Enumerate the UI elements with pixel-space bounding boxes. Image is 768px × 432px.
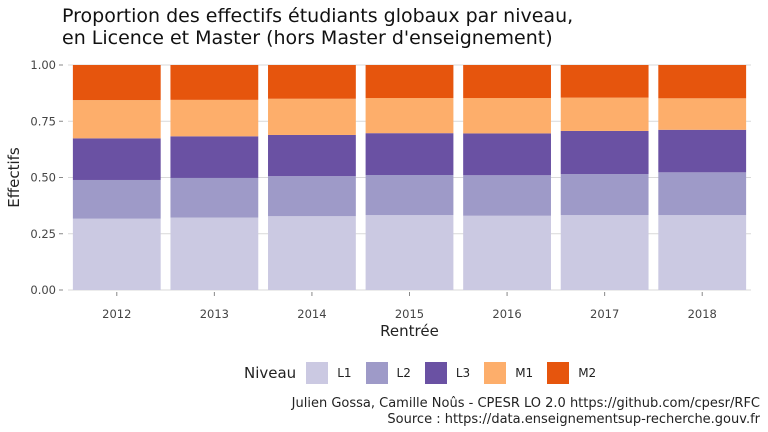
bar-l1-2013 xyxy=(170,217,259,290)
legend-item-l3: L3 xyxy=(424,362,471,384)
bar-l1-2018 xyxy=(658,215,747,290)
legend-label-l2: L2 xyxy=(396,366,411,380)
bar-m2-2017 xyxy=(560,65,649,98)
y-tick-label: 1.00 xyxy=(30,58,56,72)
bar-m1-2015 xyxy=(365,98,454,134)
bar-l2-2018 xyxy=(658,172,747,216)
bar-m1-2016 xyxy=(463,98,551,134)
x-tick-label: 2014 xyxy=(297,307,326,321)
bar-l2-2017 xyxy=(560,174,649,216)
bar-l3-2017 xyxy=(560,130,649,175)
bar-m1-2018 xyxy=(658,98,747,130)
x-tick-label: 2017 xyxy=(590,307,619,321)
bar-m1-2014 xyxy=(268,98,356,135)
legend-label-l1: L1 xyxy=(337,366,352,380)
x-axis-title: Rentrée xyxy=(380,322,439,340)
bar-l3-2015 xyxy=(365,133,454,176)
legend-key-m2 xyxy=(547,362,570,384)
legend-key-m1 xyxy=(484,362,507,384)
legend-key-l2 xyxy=(365,362,388,384)
legend-label-l3: L3 xyxy=(455,366,471,380)
bar-m2-2014 xyxy=(268,65,356,99)
chart-title: Proportion des effectifs étudiants globa… xyxy=(62,5,573,49)
legend-label-m1: M1 xyxy=(515,366,534,380)
x-tick-label: 2012 xyxy=(102,307,131,321)
caption-authors: Julien Gossa, Camille Noûs - CPESR LO 2.… xyxy=(291,396,760,411)
legend-key-l1 xyxy=(306,362,329,384)
y-tick-label: 0.50 xyxy=(30,171,56,185)
y-axis-title: Effectifs xyxy=(5,147,23,208)
bar-m2-2013 xyxy=(170,65,259,100)
y-tick-label: 0.25 xyxy=(30,227,56,241)
y-tick-label: 0.75 xyxy=(30,114,56,128)
bar-m1-2013 xyxy=(170,99,259,137)
legend-label-m2: M2 xyxy=(578,366,597,380)
caption: Julien Gossa, Camille Noûs - CPESR LO 2.… xyxy=(292,396,760,428)
x-tick-label: 2018 xyxy=(688,307,717,321)
bar-l1-2015 xyxy=(365,215,454,290)
bar-l2-2013 xyxy=(170,177,259,218)
bar-l3-2013 xyxy=(170,136,259,178)
bar-l1-2014 xyxy=(268,216,356,290)
legend-item-m1: M1 xyxy=(484,362,533,384)
bar-l2-2015 xyxy=(365,175,454,216)
legend-title: Niveau xyxy=(244,364,297,382)
bar-m1-2012 xyxy=(72,100,161,139)
bar-l1-2012 xyxy=(72,218,161,290)
bar-m2-2012 xyxy=(72,65,161,101)
legend: Niveau L1 L2 L3 M1 M2 xyxy=(244,361,610,385)
bar-l3-2018 xyxy=(658,129,747,173)
bar-l1-2016 xyxy=(463,215,551,290)
bar-l3-2016 xyxy=(463,133,551,176)
bar-l3-2012 xyxy=(72,138,161,180)
chart-title-line-2: en Licence et Master (hors Master d'ense… xyxy=(62,27,553,49)
x-tick-label: 2015 xyxy=(395,307,424,321)
bar-l3-2014 xyxy=(268,134,356,177)
x-tick-label: 2016 xyxy=(492,307,521,321)
bar-l2-2012 xyxy=(72,179,161,219)
legend-item-l2: L2 xyxy=(365,362,411,384)
x-tick-label: 2013 xyxy=(200,307,229,321)
legend-item-m2: M2 xyxy=(547,362,596,384)
y-tick-label: 0.00 xyxy=(30,283,56,297)
legend-item-l1: L1 xyxy=(306,362,352,384)
bar-m2-2015 xyxy=(365,65,454,99)
bar-l2-2014 xyxy=(268,176,356,217)
bar-l1-2017 xyxy=(560,215,649,290)
bar-m1-2017 xyxy=(560,97,649,131)
legend-key-l3 xyxy=(424,362,447,384)
chart-title-line-1: Proportion des effectifs étudiants globa… xyxy=(62,5,574,27)
caption-source: Source : https://data.enseignementsup-re… xyxy=(387,412,760,427)
bar-m2-2018 xyxy=(658,65,747,99)
bar-l2-2016 xyxy=(463,175,551,216)
bar-m2-2016 xyxy=(463,65,551,99)
